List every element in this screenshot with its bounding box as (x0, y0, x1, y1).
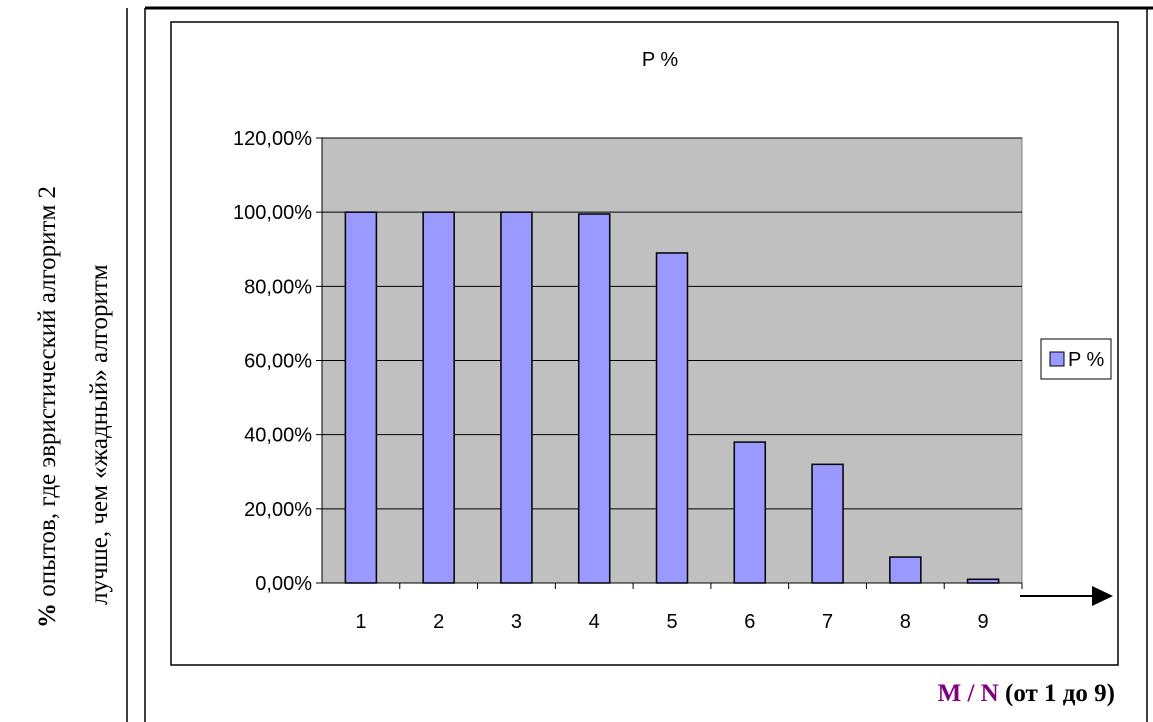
x-tick-label: 6 (744, 611, 755, 633)
bar (655, 252, 689, 584)
y-tick-label: 100,00% (233, 202, 312, 224)
x-tick-label: 1 (355, 611, 366, 633)
y-tick-label: 40,00% (244, 425, 312, 447)
bar (344, 211, 378, 584)
bar (577, 213, 611, 584)
x-tick-label: 7 (822, 611, 833, 633)
bar (811, 463, 844, 584)
x-tick-label: 4 (589, 611, 600, 633)
legend-swatch (1049, 351, 1065, 367)
y-tick-label: 0,00% (255, 573, 312, 595)
y-tick-label: 80,00% (244, 276, 312, 298)
x-axis-caption: M / N (от 1 до 9) (937, 680, 1115, 707)
bar (733, 441, 767, 584)
y-tick-label: 60,00% (244, 351, 312, 373)
bar (966, 578, 1000, 584)
bar (422, 211, 455, 584)
x-arrow-head (1092, 586, 1113, 606)
x-tick-label: 3 (511, 611, 522, 633)
bar (889, 556, 922, 584)
x-tick-label: 8 (900, 611, 911, 633)
y-tick-label: 120,00% (233, 128, 312, 150)
chart-title: P % (642, 49, 679, 71)
x-tick-label: 5 (666, 611, 677, 633)
x-tick-label: 9 (978, 611, 989, 633)
y-tick-label: 20,00% (244, 499, 312, 521)
bar (500, 211, 533, 584)
legend-label: P % (1068, 349, 1105, 371)
x-tick-label: 2 (433, 611, 444, 633)
